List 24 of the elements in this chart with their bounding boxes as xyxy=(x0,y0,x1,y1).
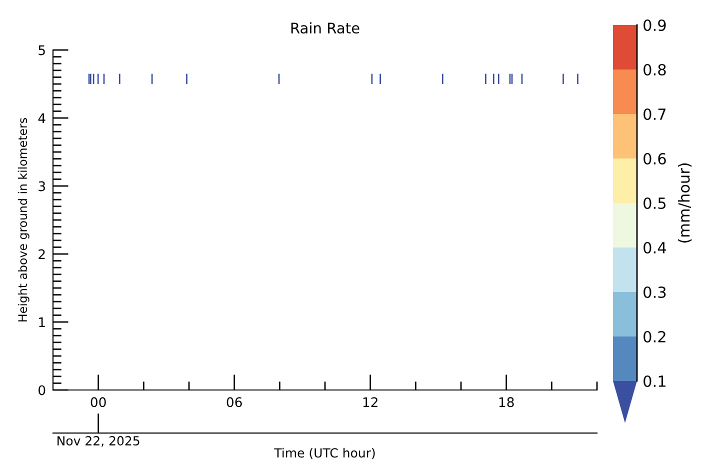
color-bar-label: 0.8 xyxy=(644,64,666,76)
y-tick-label: 3 xyxy=(38,181,45,192)
color-bar-label: 0.3 xyxy=(644,286,666,298)
x-tick-label: 06 xyxy=(226,397,242,408)
color-bar-label: 0.4 xyxy=(644,242,666,254)
y-axis-title: Height above ground in kilometers xyxy=(18,118,30,322)
y-tick-label: 2 xyxy=(38,249,45,260)
x-tick-label: 12 xyxy=(363,397,378,407)
y-tick-label: 1 xyxy=(39,317,45,328)
x-tick-label: 18 xyxy=(499,397,514,408)
x-tick-label: 00 xyxy=(90,397,106,408)
color-bar-label: 0.2 xyxy=(644,330,666,343)
color-bar-label: 0.6 xyxy=(644,152,666,165)
y-tick-label: 0 xyxy=(38,385,46,396)
y-tick-label: 5 xyxy=(38,45,45,56)
annotation: Nov 22, 2025 xyxy=(58,436,140,447)
y-tick-label: 4 xyxy=(38,113,46,124)
color-bar-label: 0.9 xyxy=(644,19,666,32)
color-bar-label: 0.1 xyxy=(644,375,666,388)
x-axis-title: Time (UTC hour) xyxy=(274,448,375,460)
color-bar-label: 0.5 xyxy=(644,197,666,210)
color-bar-title: (mm/hour) xyxy=(678,163,692,243)
chart-title: Rain Rate xyxy=(291,22,360,34)
color-bar-label: 0.7 xyxy=(644,108,666,120)
